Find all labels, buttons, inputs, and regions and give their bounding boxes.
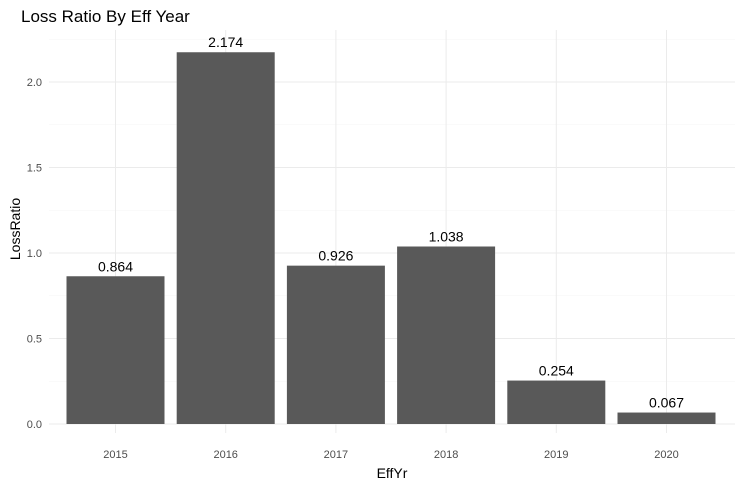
- data-labels: 0.864 2.174 0.926 1.038 0.254 0.067: [98, 34, 684, 410]
- bar-2016: [176, 52, 275, 424]
- data-label-2017: 0.926: [318, 248, 353, 264]
- y-tick-label: 2.0: [27, 77, 42, 89]
- bar-2020: [617, 412, 716, 424]
- data-label-2020: 0.067: [649, 395, 684, 411]
- bar-2015: [66, 276, 165, 424]
- bar-2018: [397, 246, 496, 424]
- y-tick-label: 0.5: [27, 334, 42, 346]
- bar-2019: [507, 380, 606, 424]
- x-tick-label: 2020: [654, 449, 678, 461]
- x-axis-label: EffYr: [377, 465, 408, 481]
- bars: [66, 52, 716, 424]
- data-label-2018: 1.038: [429, 229, 464, 245]
- x-tick-label: 2015: [103, 449, 127, 461]
- data-label-2015: 0.864: [98, 258, 133, 274]
- bar-2017: [286, 265, 385, 424]
- x-tick-label: 2017: [324, 449, 348, 461]
- x-tick-label: 2018: [434, 449, 458, 461]
- y-axis-label: LossRatio: [7, 198, 23, 260]
- y-tick-label: 0.0: [27, 419, 42, 431]
- chart-title: Loss Ratio By Eff Year: [21, 7, 190, 26]
- x-tick-label: 2016: [213, 449, 237, 461]
- data-label-2019: 0.254: [539, 363, 574, 379]
- y-tick-label: 1.0: [27, 248, 42, 260]
- data-label-2016: 2.174: [208, 34, 243, 50]
- x-axis-ticks: 2015 2016 2017 2018 2019 2020: [103, 449, 678, 461]
- y-tick-label: 1.5: [27, 163, 42, 175]
- x-tick-label: 2019: [544, 449, 568, 461]
- y-axis-ticks: 0.0 0.5 1.0 1.5 2.0: [27, 77, 42, 431]
